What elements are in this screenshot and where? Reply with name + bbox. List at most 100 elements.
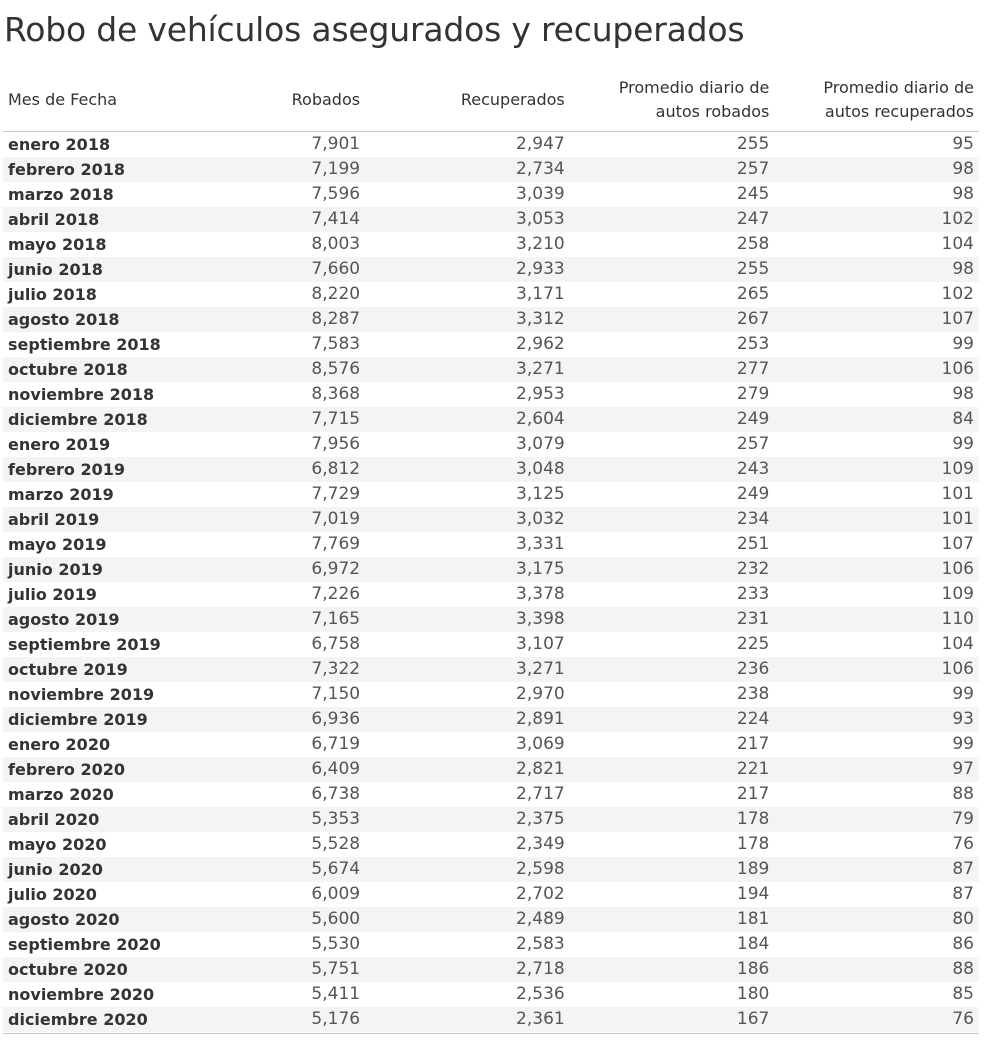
cell-month: agosto 2020 [3, 907, 180, 932]
cell-recuperados: 2,604 [365, 407, 570, 432]
cell-month: septiembre 2018 [8, 335, 161, 354]
cell-promedio-robados: 217 [736, 734, 770, 754]
table-row: marzo 2018 7,596 3,039 245 98 [3, 182, 979, 207]
cell-month: diciembre 2020 [3, 1007, 180, 1032]
cell-recuperados: 3,271 [365, 357, 570, 382]
cell-promedio-recuperados: 98 [952, 184, 974, 204]
cell-promedio-recuperados: 110 [774, 607, 979, 632]
cell-robados: 6,738 [311, 784, 361, 804]
cell-promedio-robados: 234 [569, 507, 775, 532]
cell-promedio-recuperados: 98 [952, 384, 974, 404]
table-row: abril 2020 5,353 2,375 178 79 [3, 807, 979, 832]
table-row: mayo 2020 5,528 2,349 178 76 [3, 832, 979, 857]
cell-robados: 7,165 [179, 607, 366, 632]
column-header-recuperados[interactable]: Recuperados [365, 69, 570, 132]
cell-robados: 5,411 [311, 984, 361, 1004]
cell-promedio-robados: 249 [736, 484, 770, 504]
cell-recuperados: 3,175 [365, 557, 570, 582]
cell-promedio-robados: 181 [569, 907, 775, 932]
cell-month: febrero 2020 [3, 757, 180, 782]
cell-recuperados: 2,349 [516, 834, 565, 854]
table-row: septiembre 2018 7,583 2,962 253 99 [3, 332, 979, 357]
table-row: julio 2019 7,226 3,378 233 109 [3, 582, 979, 607]
cell-month: octubre 2019 [3, 657, 180, 682]
table-row: abril 2019 7,019 3,032 234 101 [3, 507, 979, 532]
cell-promedio-robados: 178 [569, 807, 775, 832]
cell-recuperados: 2,717 [516, 784, 565, 804]
cell-month: noviembre 2018 [8, 385, 155, 404]
cell-recuperados: 3,032 [365, 507, 570, 532]
column-header-promedio-recuperados[interactable]: Promedio diario de autos recuperados [774, 69, 979, 132]
cell-robados: 7,596 [311, 184, 361, 204]
cell-promedio-robados: 186 [569, 957, 775, 982]
cell-robados: 7,715 [179, 407, 366, 432]
table-row: enero 2019 7,956 3,079 257 99 [3, 432, 979, 457]
cell-promedio-recuperados: 98 [774, 157, 979, 182]
cell-robados: 7,199 [179, 157, 366, 182]
page-title: Robo de vehículos asegurados y recuperad… [4, 10, 745, 49]
cell-robados: 7,226 [311, 584, 361, 604]
table-row: diciembre 2018 7,715 2,604 249 84 [3, 407, 979, 432]
table-row: junio 2018 7,660 2,933 255 98 [3, 257, 979, 282]
cell-promedio-recuperados: 99 [952, 434, 974, 454]
cell-recuperados: 2,891 [365, 707, 570, 732]
cell-promedio-robados: 221 [569, 757, 775, 782]
cell-recuperados: 2,947 [516, 134, 565, 154]
table-row: diciembre 2020 5,176 2,361 167 76 [3, 1007, 979, 1032]
cell-month: abril 2020 [3, 807, 180, 832]
cell-robados: 6,758 [311, 634, 361, 654]
column-header-robados[interactable]: Robados [179, 69, 366, 132]
cell-promedio-robados: 265 [736, 284, 770, 304]
table-row: agosto 2019 7,165 3,398 231 110 [3, 607, 979, 632]
cell-promedio-robados: 233 [736, 584, 770, 604]
cell-robados: 5,674 [179, 857, 366, 882]
cell-promedio-recuperados: 88 [774, 957, 979, 982]
cell-promedio-robados: 267 [569, 307, 775, 332]
cell-month: septiembre 2020 [8, 935, 161, 954]
cell-robados: 7,769 [311, 534, 361, 554]
cell-month: septiembre 2019 [8, 635, 161, 654]
cell-recuperados: 2,953 [516, 384, 565, 404]
table-row: marzo 2020 6,738 2,717 217 88 [3, 782, 979, 807]
table-row: octubre 2020 5,751 2,718 186 88 [3, 957, 979, 982]
table-row: julio 2018 8,220 3,171 265 102 [3, 282, 979, 307]
cell-promedio-robados: 257 [736, 434, 770, 454]
cell-robados: 8,220 [311, 284, 361, 304]
cell-promedio-robados: 245 [736, 184, 770, 204]
cell-promedio-recuperados: 88 [952, 784, 974, 804]
cell-promedio-recuperados: 107 [941, 534, 974, 554]
cell-month: diciembre 2018 [3, 407, 180, 432]
cell-promedio-recuperados: 106 [774, 357, 979, 382]
cell-month: enero 2019 [8, 435, 111, 454]
cell-promedio-robados: 249 [569, 407, 775, 432]
table-row: octubre 2019 7,322 3,271 236 106 [3, 657, 979, 682]
cell-recuperados: 3,210 [516, 234, 565, 254]
cell-recuperados: 3,398 [365, 607, 570, 632]
column-header-promedio-robados[interactable]: Promedio diario de autos robados [569, 69, 775, 132]
cell-robados: 7,019 [179, 507, 366, 532]
cell-robados: 8,576 [179, 357, 366, 382]
cell-promedio-robados: 224 [569, 707, 775, 732]
cell-promedio-robados: 194 [736, 884, 770, 904]
cell-recuperados: 3,331 [516, 534, 565, 554]
cell-robados: 6,972 [179, 557, 366, 582]
table-row: diciembre 2019 6,936 2,891 224 93 [3, 707, 979, 732]
cell-recuperados: 3,171 [516, 284, 565, 304]
cell-recuperados: 2,702 [516, 884, 565, 904]
cell-robados: 7,583 [311, 334, 361, 354]
cell-month: diciembre 2019 [3, 707, 180, 732]
cell-recuperados: 2,361 [365, 1007, 570, 1032]
cell-month: julio 2020 [8, 885, 97, 904]
table-row: noviembre 2020 5,411 2,536 180 85 [3, 982, 979, 1007]
cell-promedio-robados: 279 [736, 384, 770, 404]
cell-recuperados: 3,069 [516, 734, 565, 754]
cell-robados: 6,812 [179, 457, 366, 482]
cell-promedio-recuperados: 107 [774, 307, 979, 332]
cell-recuperados: 2,598 [365, 857, 570, 882]
cell-promedio-robados: 225 [736, 634, 770, 654]
column-header-mes-de-fecha[interactable]: Mes de Fecha [3, 69, 180, 132]
cell-promedio-recuperados: 102 [774, 207, 979, 232]
cell-month: agosto 2019 [3, 607, 180, 632]
cell-month: mayo 2018 [8, 235, 107, 254]
cell-promedio-robados: 184 [736, 934, 770, 954]
